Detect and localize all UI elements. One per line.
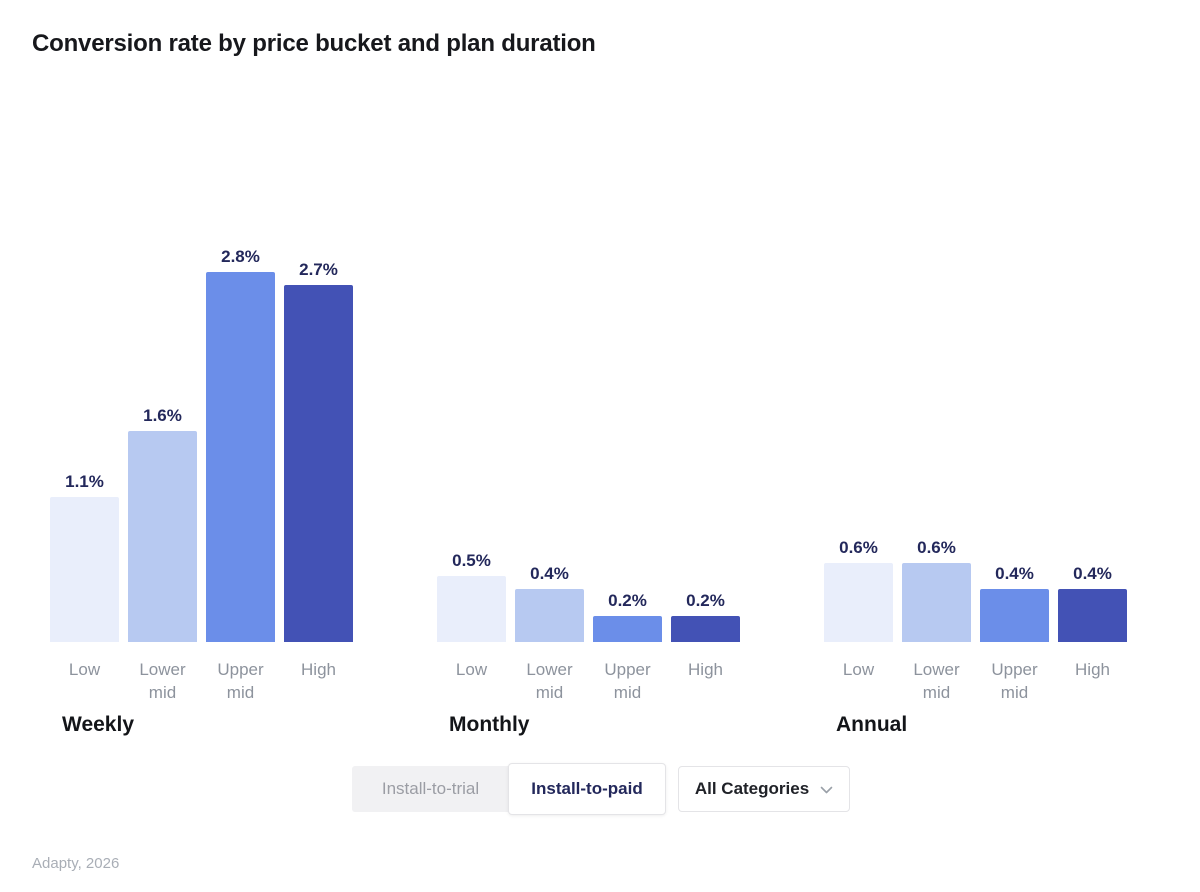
bars-row: 0.6% 0.6% 0.4% 0.4% [824, 231, 1127, 642]
bar-weekly-low [50, 497, 119, 642]
bar-column: 0.5% [437, 551, 506, 642]
bar-column: 2.8% [206, 247, 275, 642]
group-title-weekly: Weekly [62, 713, 134, 736]
bar-annual-upper-mid [980, 589, 1049, 642]
bar-column: 0.4% [515, 564, 584, 642]
bar-value-label: 0.4% [530, 564, 569, 583]
category-labels: Low Lower mid Upper mid High [50, 642, 353, 704]
bar-weekly-upper-mid [206, 272, 275, 642]
bar-monthly-lower-mid [515, 589, 584, 642]
bar-value-label: 1.6% [143, 406, 182, 425]
bar-annual-high [1058, 589, 1127, 642]
category-label-low: Low [842, 660, 875, 679]
group-title-monthly: Monthly [449, 713, 530, 736]
bars-row: 0.5% 0.4% 0.2% 0.2% [437, 231, 740, 642]
bar-value-label: 0.2% [608, 591, 647, 610]
category-label-upper-mid: Upper mid [604, 660, 651, 702]
bars-row: 1.1% 1.6% 2.8% 2.7% [50, 231, 353, 642]
category-label-low: Low [455, 660, 488, 679]
bar-value-label: 0.6% [917, 538, 956, 557]
category-label-upper-mid: Upper mid [991, 660, 1038, 702]
bar-monthly-upper-mid [593, 616, 662, 642]
bar-weekly-lower-mid [128, 431, 197, 642]
chart-group-annual: 0.6% 0.6% 0.4% 0.4% Low Lower mid [824, 231, 1127, 737]
category-dropdown-value: All Categories [694, 779, 810, 798]
bar-column: 0.2% [671, 591, 740, 642]
category-label-high: High [1075, 660, 1110, 679]
bar-weekly-high [284, 285, 353, 642]
bar-column: 0.4% [1058, 564, 1127, 642]
chart-group-monthly: 0.5% 0.4% 0.2% 0.2% Low Lower mid [437, 231, 740, 737]
bar-value-label: 0.5% [452, 551, 491, 570]
chevron-down-icon [820, 786, 833, 795]
grouped-bar-chart: 1.1% 1.6% 2.8% 2.7% Low Lower mid [50, 231, 1127, 737]
page-title: Conversion rate by price bucket and plan… [32, 30, 596, 57]
bar-annual-low [824, 563, 893, 642]
bar-value-label: 2.7% [299, 260, 338, 279]
bar-monthly-high [671, 616, 740, 642]
group-title-annual: Annual [836, 713, 908, 736]
bar-value-label: 0.6% [839, 538, 878, 557]
category-label-low: Low [68, 660, 101, 679]
category-label-lower-mid: Lower mid [139, 660, 186, 702]
attribution: Adapty, 2026 [32, 855, 120, 872]
category-label-high: High [688, 660, 723, 679]
category-label-lower-mid: Lower mid [913, 660, 960, 702]
category-labels: Low Lower mid Upper mid High [824, 642, 1127, 704]
bar-value-label: 0.2% [686, 591, 725, 610]
category-label-high: High [301, 660, 336, 679]
bar-column: 1.6% [128, 406, 197, 642]
bar-column: 0.6% [902, 538, 971, 642]
bar-value-label: 0.4% [995, 564, 1034, 583]
bar-column: 0.4% [980, 564, 1049, 642]
install-to-paid-tab[interactable]: Install-to-paid [508, 763, 666, 815]
category-dropdown[interactable]: All Categories [678, 766, 850, 812]
bar-column: 1.1% [50, 472, 119, 642]
bar-annual-lower-mid [902, 563, 971, 642]
bar-monthly-low [437, 576, 506, 642]
bar-value-label: 0.4% [1073, 564, 1112, 583]
install-to-trial-tab[interactable]: Install-to-trial [352, 766, 509, 812]
bar-column: 2.7% [284, 260, 353, 642]
bar-column: 0.2% [593, 591, 662, 642]
category-label-upper-mid: Upper mid [217, 660, 264, 702]
bar-value-label: 2.8% [221, 247, 260, 266]
bar-value-label: 1.1% [65, 472, 104, 491]
category-labels: Low Lower mid Upper mid High [437, 642, 740, 704]
chart-group-weekly: 1.1% 1.6% 2.8% 2.7% Low Lower mid [50, 231, 353, 737]
category-label-lower-mid: Lower mid [526, 660, 573, 702]
bar-column: 0.6% [824, 538, 893, 642]
